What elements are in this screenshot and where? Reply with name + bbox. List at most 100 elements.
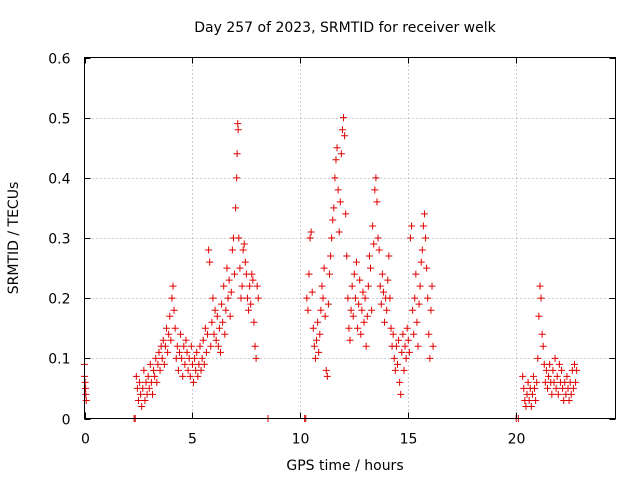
data-point <box>558 366 566 374</box>
data-point <box>342 210 350 218</box>
data-point <box>307 228 315 236</box>
data-point <box>141 396 149 404</box>
data-point <box>324 300 332 308</box>
data-point <box>243 294 251 302</box>
data-point <box>359 288 367 296</box>
data-point <box>343 252 351 260</box>
data-point <box>360 318 368 326</box>
data-point <box>191 354 199 362</box>
data-point <box>211 306 219 314</box>
data-point <box>414 342 422 350</box>
data-point <box>184 366 192 374</box>
data-point <box>198 354 206 362</box>
data-point <box>347 306 355 314</box>
data-point <box>252 354 260 362</box>
data-point <box>400 366 408 374</box>
x-axis-label: GPS time / hours <box>286 458 403 474</box>
data-point <box>404 336 412 344</box>
data-point <box>304 306 312 314</box>
data-point <box>368 306 376 314</box>
data-point <box>572 378 580 386</box>
data-point <box>333 144 341 152</box>
data-point <box>416 282 424 290</box>
data-point <box>398 348 406 356</box>
data-point <box>340 114 348 122</box>
data-point <box>372 174 380 182</box>
data-point <box>241 258 249 266</box>
data-point <box>569 384 577 392</box>
x-tick-label: 20 <box>508 432 526 448</box>
data-point <box>383 306 391 314</box>
data-point <box>196 342 204 350</box>
data-point <box>214 342 222 350</box>
data-point <box>354 324 362 332</box>
data-point <box>336 198 344 206</box>
data-point <box>390 354 398 362</box>
data-point <box>408 222 416 230</box>
data-point <box>308 288 316 296</box>
data-point <box>139 384 147 392</box>
data-point <box>209 294 217 302</box>
data-point <box>357 330 365 338</box>
data-point <box>544 384 552 392</box>
y-tick-label: 0.3 <box>48 232 70 248</box>
data-point <box>537 294 545 302</box>
data-point <box>563 372 571 380</box>
data-point <box>406 234 414 242</box>
data-point <box>251 342 259 350</box>
data-point <box>82 390 90 398</box>
data-point <box>551 354 559 362</box>
data-point <box>227 288 235 296</box>
data-point <box>534 354 542 362</box>
data-point <box>396 378 404 386</box>
data-point <box>331 174 339 182</box>
data-point <box>231 270 239 278</box>
data-point <box>374 234 382 242</box>
data-point <box>146 360 154 368</box>
data-point <box>415 300 423 308</box>
data-point <box>219 318 227 326</box>
data-point <box>349 312 357 320</box>
y-axis-label: SRMTID / TECUs <box>6 182 22 295</box>
y-tick-label: 0 <box>62 413 71 429</box>
data-point <box>175 348 183 356</box>
data-point <box>169 282 177 290</box>
data-point <box>153 378 161 386</box>
data-point <box>306 234 314 242</box>
data-point <box>320 264 328 272</box>
data-point <box>373 198 381 206</box>
data-point <box>234 120 242 128</box>
data-point <box>221 330 229 338</box>
data-point <box>550 378 558 386</box>
data-point <box>174 366 182 374</box>
data-point <box>361 294 369 302</box>
data-point <box>384 276 392 284</box>
data-point <box>528 390 536 398</box>
data-point <box>253 282 261 290</box>
data-point <box>392 342 400 350</box>
y-tick-label: 0.2 <box>48 292 70 308</box>
data-point <box>161 342 169 350</box>
data-point <box>222 306 230 314</box>
data-point <box>377 300 385 308</box>
data-point <box>395 336 403 344</box>
data-point <box>315 348 323 356</box>
data-point <box>409 306 417 314</box>
data-point <box>138 402 146 410</box>
y-tick-label: 0.1 <box>48 352 70 368</box>
data-point <box>210 330 218 338</box>
data-point <box>426 354 434 362</box>
data-point <box>82 396 90 404</box>
data-point <box>413 318 421 326</box>
data-point <box>167 336 175 344</box>
data-point <box>314 318 322 326</box>
data-point <box>391 366 399 374</box>
data-point <box>412 270 420 278</box>
data-point <box>148 390 156 398</box>
data-point <box>341 132 349 140</box>
data-point <box>538 330 546 338</box>
data-point <box>335 228 343 236</box>
data-point <box>205 246 213 254</box>
data-point <box>201 324 209 332</box>
data-point <box>332 156 340 164</box>
